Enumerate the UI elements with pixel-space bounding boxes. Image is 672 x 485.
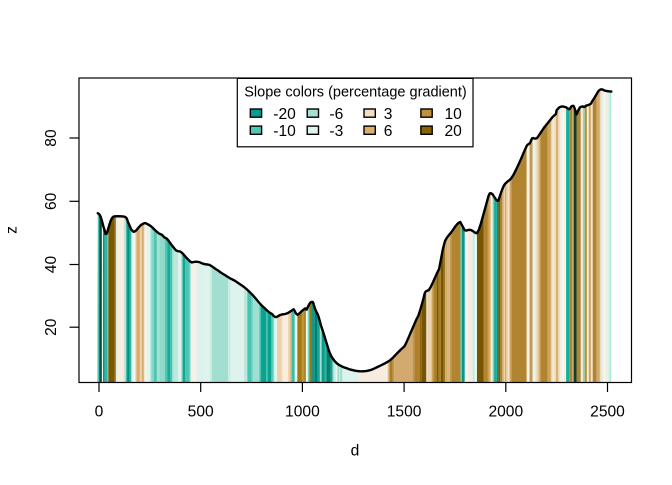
svg-text:60: 60 [43, 192, 60, 210]
svg-text:80: 80 [43, 129, 60, 147]
svg-text:6: 6 [384, 123, 393, 140]
svg-text:0: 0 [95, 404, 104, 421]
svg-text:1000: 1000 [285, 404, 320, 421]
svg-text:Slope colors (percentage gradi: Slope colors (percentage gradient) [244, 84, 466, 100]
svg-text:-6: -6 [329, 106, 343, 123]
svg-text:2000: 2000 [488, 404, 523, 421]
svg-text:20: 20 [445, 123, 463, 140]
svg-text:10: 10 [445, 106, 463, 123]
svg-text:500: 500 [188, 404, 214, 421]
svg-text:20: 20 [43, 318, 60, 336]
svg-text:-20: -20 [273, 106, 296, 123]
svg-text:-3: -3 [329, 123, 343, 140]
svg-text:2500: 2500 [590, 404, 625, 421]
svg-text:1500: 1500 [387, 404, 422, 421]
svg-text:d: d [351, 443, 360, 460]
svg-text:3: 3 [384, 106, 393, 123]
svg-text:z: z [4, 226, 21, 234]
svg-text:40: 40 [43, 256, 60, 274]
svg-text:-10: -10 [273, 123, 296, 140]
